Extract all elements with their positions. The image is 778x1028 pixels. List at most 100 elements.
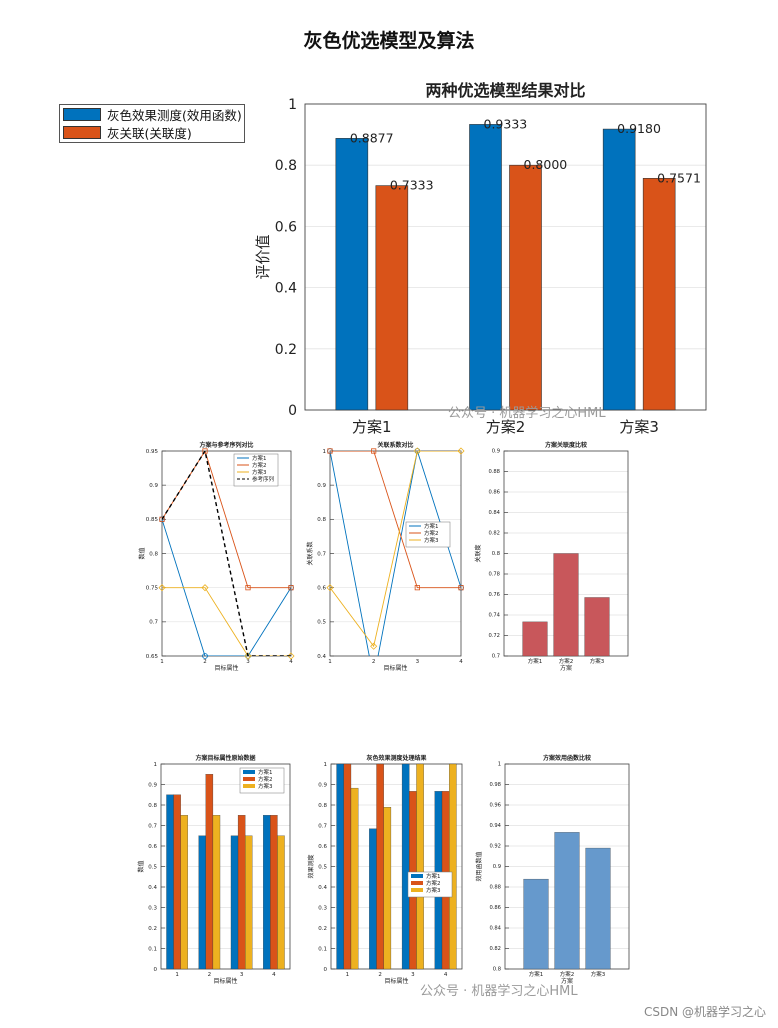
- sub6-title: 方案效用函数比较: [543, 754, 591, 762]
- legend-swatch-orange: [63, 126, 101, 139]
- sub4-xtick-label: 2: [208, 972, 212, 978]
- main-bar: [375, 185, 409, 411]
- sub5-ytick-label: 0: [324, 967, 328, 973]
- sub1-marker-diamond: [201, 584, 209, 592]
- sub5-ytick-label: 0.7: [318, 823, 327, 829]
- sub2-marker-diamond: [413, 447, 421, 455]
- sub5-ytick-label: 0.4: [318, 885, 327, 891]
- main-ytick-label: 0.8: [275, 158, 297, 174]
- sub3-ytick-label: 0.78: [488, 572, 500, 578]
- sub4-ytick-label: 0.7: [148, 823, 157, 829]
- sub4-axes-box: [160, 763, 291, 970]
- sub2-axes-box: [329, 450, 462, 657]
- sub1-legend-label: 方案3: [252, 468, 267, 476]
- sub1-xtick-label: 1: [160, 659, 164, 665]
- sub2-marker-square: [327, 448, 333, 454]
- sub1-ytick-label: 0.75: [146, 586, 159, 592]
- watermark-bottom: 公众号 · 机器学习之心HML: [420, 984, 578, 999]
- sub5-ytick-label: 0.5: [318, 864, 327, 870]
- sub1-marker-diamond: [158, 584, 166, 592]
- sub4-ytick-label: 0.1: [148, 946, 157, 952]
- sub1-xlabel: 目标属性: [214, 664, 238, 672]
- sub1-ytick-label: 0.95: [146, 449, 159, 455]
- sub5-bar: [350, 787, 359, 970]
- sub3-xtick-label: 方案1: [528, 657, 543, 665]
- sub3-bar: [522, 621, 548, 657]
- sub2-ytick-label: 0.6: [317, 586, 326, 592]
- sub2-marker-square: [458, 585, 464, 591]
- sub6-bar: [554, 832, 580, 970]
- sub2-legend-label: 方案1: [424, 522, 439, 530]
- sub5-legend-swatch: [411, 881, 423, 885]
- sub3-ytick-label: 0.86: [488, 490, 500, 496]
- sub5-bar: [416, 763, 424, 970]
- sub4-bar: [198, 835, 206, 970]
- sub4-legend-label: 方案3: [258, 782, 273, 790]
- sub4-bar: [245, 835, 253, 970]
- sub5-legend-swatch: [411, 874, 423, 878]
- sub6-ytick-label: 0.92: [489, 844, 501, 850]
- main-bar: [335, 138, 369, 411]
- sub4-ytick-label: 0.9: [148, 782, 157, 788]
- sub1-ytick-label: 0.85: [146, 517, 159, 523]
- sub3-ytick-label: 0.8: [492, 551, 500, 557]
- sub1-series-line: [162, 587, 291, 656]
- sub3-ytick-label: 0.7: [492, 654, 500, 660]
- sub1-legend: [233, 453, 279, 487]
- sub3-title: 方案关联度比较: [545, 441, 587, 449]
- main-data-label: 0.8000: [524, 157, 568, 172]
- sub2-title: 关联系数对比: [377, 441, 413, 449]
- legend-label-series-2: 灰关联(关联度): [107, 126, 192, 141]
- sub1-ytick-label: 0.8: [149, 551, 158, 557]
- main-bar: [509, 164, 542, 411]
- sub1-ytick-label: 0.7: [149, 620, 158, 626]
- sub3-xtick-label: 方案3: [590, 657, 605, 665]
- sub2-ylabel: 关联系数: [306, 541, 314, 565]
- legend-entry-series-2: 灰关联(关联度): [63, 124, 244, 141]
- sub2-marker-square: [371, 448, 377, 454]
- sub4-legend-swatch: [243, 777, 255, 781]
- sub3-ylabel: 关联度: [474, 544, 482, 562]
- sub5-bar: [369, 828, 377, 970]
- sub1-marker-square: [288, 585, 294, 591]
- sub2-ytick-label: 0.4: [317, 654, 326, 660]
- main-bar: [642, 178, 676, 411]
- sub2-xtick-label: 3: [416, 659, 420, 665]
- sub6-ytick-label: 0.82: [489, 946, 501, 952]
- sub5-xtick-label: 1: [346, 972, 350, 978]
- watermark-mid: 公众号 · 机器学习之心HML: [448, 406, 606, 421]
- sub5-bar: [376, 763, 384, 970]
- sub1-title: 方案与参考序列对比: [199, 441, 253, 449]
- main-data-label: 0.7571: [657, 170, 701, 185]
- sub5-axes-box: [330, 763, 463, 970]
- sub2-xtick-label: 4: [459, 659, 463, 665]
- main-data-label: 0.9180: [617, 121, 661, 136]
- sub1-marker-square: [245, 585, 251, 591]
- sub2-ytick-label: 0.8: [317, 517, 326, 523]
- sub2-series-line: [330, 451, 461, 648]
- sub2-xlabel: 目标属性: [383, 664, 407, 672]
- sub5-ytick-label: 0.3: [318, 905, 327, 911]
- sub4-legend-swatch: [243, 770, 255, 774]
- sub3-ytick-label: 0.82: [488, 531, 500, 537]
- sub5-ytick-label: 0.9: [318, 782, 327, 788]
- sub4-ytick-label: 0.8: [148, 803, 157, 809]
- sub5-legend-label: 方案3: [426, 886, 441, 894]
- sub6-ytick-label: 1: [498, 762, 501, 768]
- sub1-marker-square: [159, 516, 165, 522]
- main-ytick-label: 1: [288, 97, 297, 113]
- main-axes-box: [304, 103, 707, 411]
- sub4-bar: [263, 815, 271, 970]
- sub6-xtick-label: 方案2: [560, 970, 575, 978]
- sub5-ytick-label: 0.8: [318, 803, 327, 809]
- main-ytick-label: 0.2: [275, 342, 297, 358]
- sub5-ytick-label: 0.2: [318, 926, 327, 932]
- sub6-xlabel: 方案: [561, 977, 573, 985]
- sub2-legend-label: 方案2: [424, 529, 439, 537]
- sub3-xtick-label: 方案2: [559, 657, 574, 665]
- sub6-bar: [585, 847, 611, 970]
- sub4-legend-swatch: [243, 784, 255, 788]
- sub1-xtick-label: 4: [289, 659, 293, 665]
- sub2-xtick-label: 1: [328, 659, 332, 665]
- sub6-ytick-label: 0.96: [489, 803, 501, 809]
